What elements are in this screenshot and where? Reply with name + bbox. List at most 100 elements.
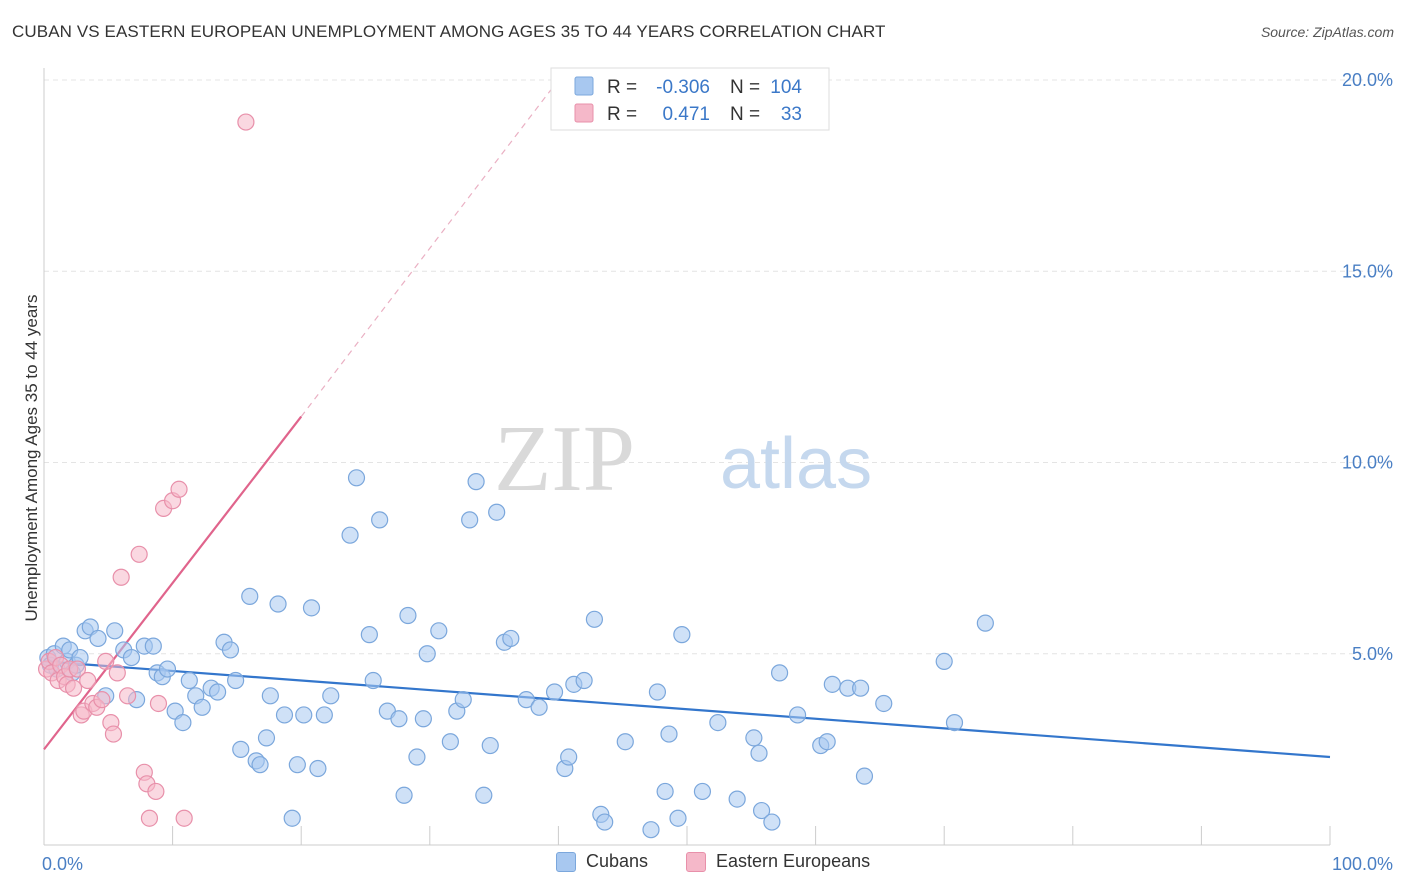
cubans-point	[395, 786, 413, 804]
cubans-point	[302, 599, 321, 617]
legend-swatch-eastern-europeans	[574, 103, 594, 123]
cubans-point	[616, 733, 634, 751]
cubans-point	[461, 511, 479, 529]
x-tick-label: 100.0%	[1332, 854, 1393, 874]
cubans-point	[144, 637, 162, 655]
cubans-point	[770, 664, 789, 682]
y-axis-label: Unemployment Among Ages 35 to 44 years	[22, 295, 41, 622]
y-tick-label: 20.0%	[1342, 70, 1393, 90]
cubans-point	[752, 801, 771, 820]
cubans-point	[750, 744, 768, 762]
cubans-point	[408, 748, 426, 766]
cubans-point	[315, 706, 333, 724]
legend-r-value: 0.471	[662, 104, 710, 125]
cubans-point	[275, 706, 294, 724]
cubans-point	[364, 671, 382, 690]
cubans-point	[530, 698, 548, 716]
cubans-point	[414, 710, 432, 728]
cubans-point	[745, 729, 763, 747]
eastern-europeans-point	[130, 545, 148, 563]
cubans-point	[560, 748, 578, 766]
tick-labels: 5.0% 10.0% 15.0% 20.0% 0.0% 100.0%	[42, 70, 1393, 874]
cubans-point	[545, 683, 564, 701]
chart-title: CUBAN VS EASTERN EUROPEAN UNEMPLOYMENT A…	[12, 22, 886, 41]
cubans-point	[575, 671, 593, 690]
cubans-point	[347, 469, 366, 487]
eastern-europeans-point	[149, 694, 168, 713]
cubans-point	[467, 473, 485, 491]
eastern-europeans-trend-line	[43, 415, 303, 751]
legend-r-value: -0.306	[656, 77, 710, 98]
cubans-point	[251, 756, 269, 774]
legend-label: Cubans	[586, 851, 649, 871]
legend-n-value: 104	[770, 77, 802, 98]
cubans-point	[89, 629, 107, 648]
axes	[43, 68, 1331, 846]
cubans-point	[855, 767, 874, 785]
cubans-point	[418, 645, 436, 663]
cubans-point	[399, 606, 417, 625]
cubans-point	[823, 675, 841, 693]
eastern-europeans-points	[37, 113, 255, 827]
cubans-point	[945, 713, 964, 732]
cubans-point	[976, 614, 994, 632]
cubans-point	[106, 622, 124, 640]
eastern-europeans-point	[93, 691, 111, 709]
eastern-europeans-point	[108, 664, 126, 682]
cubans-point	[283, 809, 301, 827]
cubans-trend-line	[43, 660, 1331, 759]
cubans-point	[481, 736, 499, 755]
cubans-point	[174, 713, 192, 732]
cubans-point	[241, 587, 259, 605]
eastern-europeans-point	[237, 113, 255, 131]
legend-n-label: N =	[730, 77, 760, 98]
correlation-legend: R = -0.306 N = 104 R = 0.471 N = 33	[550, 67, 830, 131]
grid-lines	[44, 79, 1392, 655]
cubans-point	[875, 694, 893, 713]
cubans-point	[122, 648, 141, 667]
cubans-point	[261, 687, 279, 705]
cubans-point	[818, 733, 836, 751]
watermark: ZIP atlas	[494, 407, 872, 511]
cubans-point	[295, 706, 313, 724]
cubans-point	[475, 786, 493, 804]
eastern-europeans-point	[79, 671, 97, 690]
cubans-point	[158, 660, 177, 678]
cubans-point	[371, 511, 389, 529]
y-tick-label: 10.0%	[1342, 453, 1393, 473]
legend-swatch-cubans	[574, 76, 594, 96]
eastern-europeans-point	[104, 725, 123, 743]
eastern-europeans-point	[64, 679, 83, 697]
legend-item-eastern-europeans[interactable]: Eastern Europeans	[686, 851, 870, 872]
eastern-europeans-point	[118, 687, 137, 705]
cubans-point	[763, 813, 781, 831]
eastern-europeans-point	[147, 782, 165, 801]
cubans-point	[648, 683, 667, 701]
cubans-point	[309, 759, 327, 778]
cubans-point	[585, 610, 604, 628]
cubans-point	[193, 698, 211, 716]
cubans-point	[502, 629, 520, 648]
eastern-europeans-point	[175, 809, 193, 827]
cubans-point	[673, 626, 691, 644]
cubans-point	[935, 652, 953, 671]
legend-label: Eastern Europeans	[716, 851, 871, 871]
cubans-point	[269, 595, 287, 613]
cubans-point	[660, 725, 678, 743]
cubans-point	[852, 679, 870, 697]
eastern-europeans-swatch-icon	[686, 851, 706, 872]
cubans-point	[232, 740, 250, 758]
eastern-europeans-point	[112, 568, 130, 586]
cubans-point	[221, 641, 240, 659]
legend-n-value: 33	[781, 104, 802, 125]
cubans-point	[788, 706, 807, 724]
y-tick-label: 15.0%	[1342, 261, 1393, 281]
eastern-europeans-point	[140, 809, 159, 827]
x-tick-label: 0.0%	[42, 854, 83, 874]
watermark-zip: ZIP	[494, 407, 635, 511]
cubans-point	[488, 503, 506, 521]
cubans-point	[360, 626, 378, 644]
legend-item-cubans[interactable]: Cubans	[556, 851, 648, 872]
cubans-point	[656, 782, 674, 801]
